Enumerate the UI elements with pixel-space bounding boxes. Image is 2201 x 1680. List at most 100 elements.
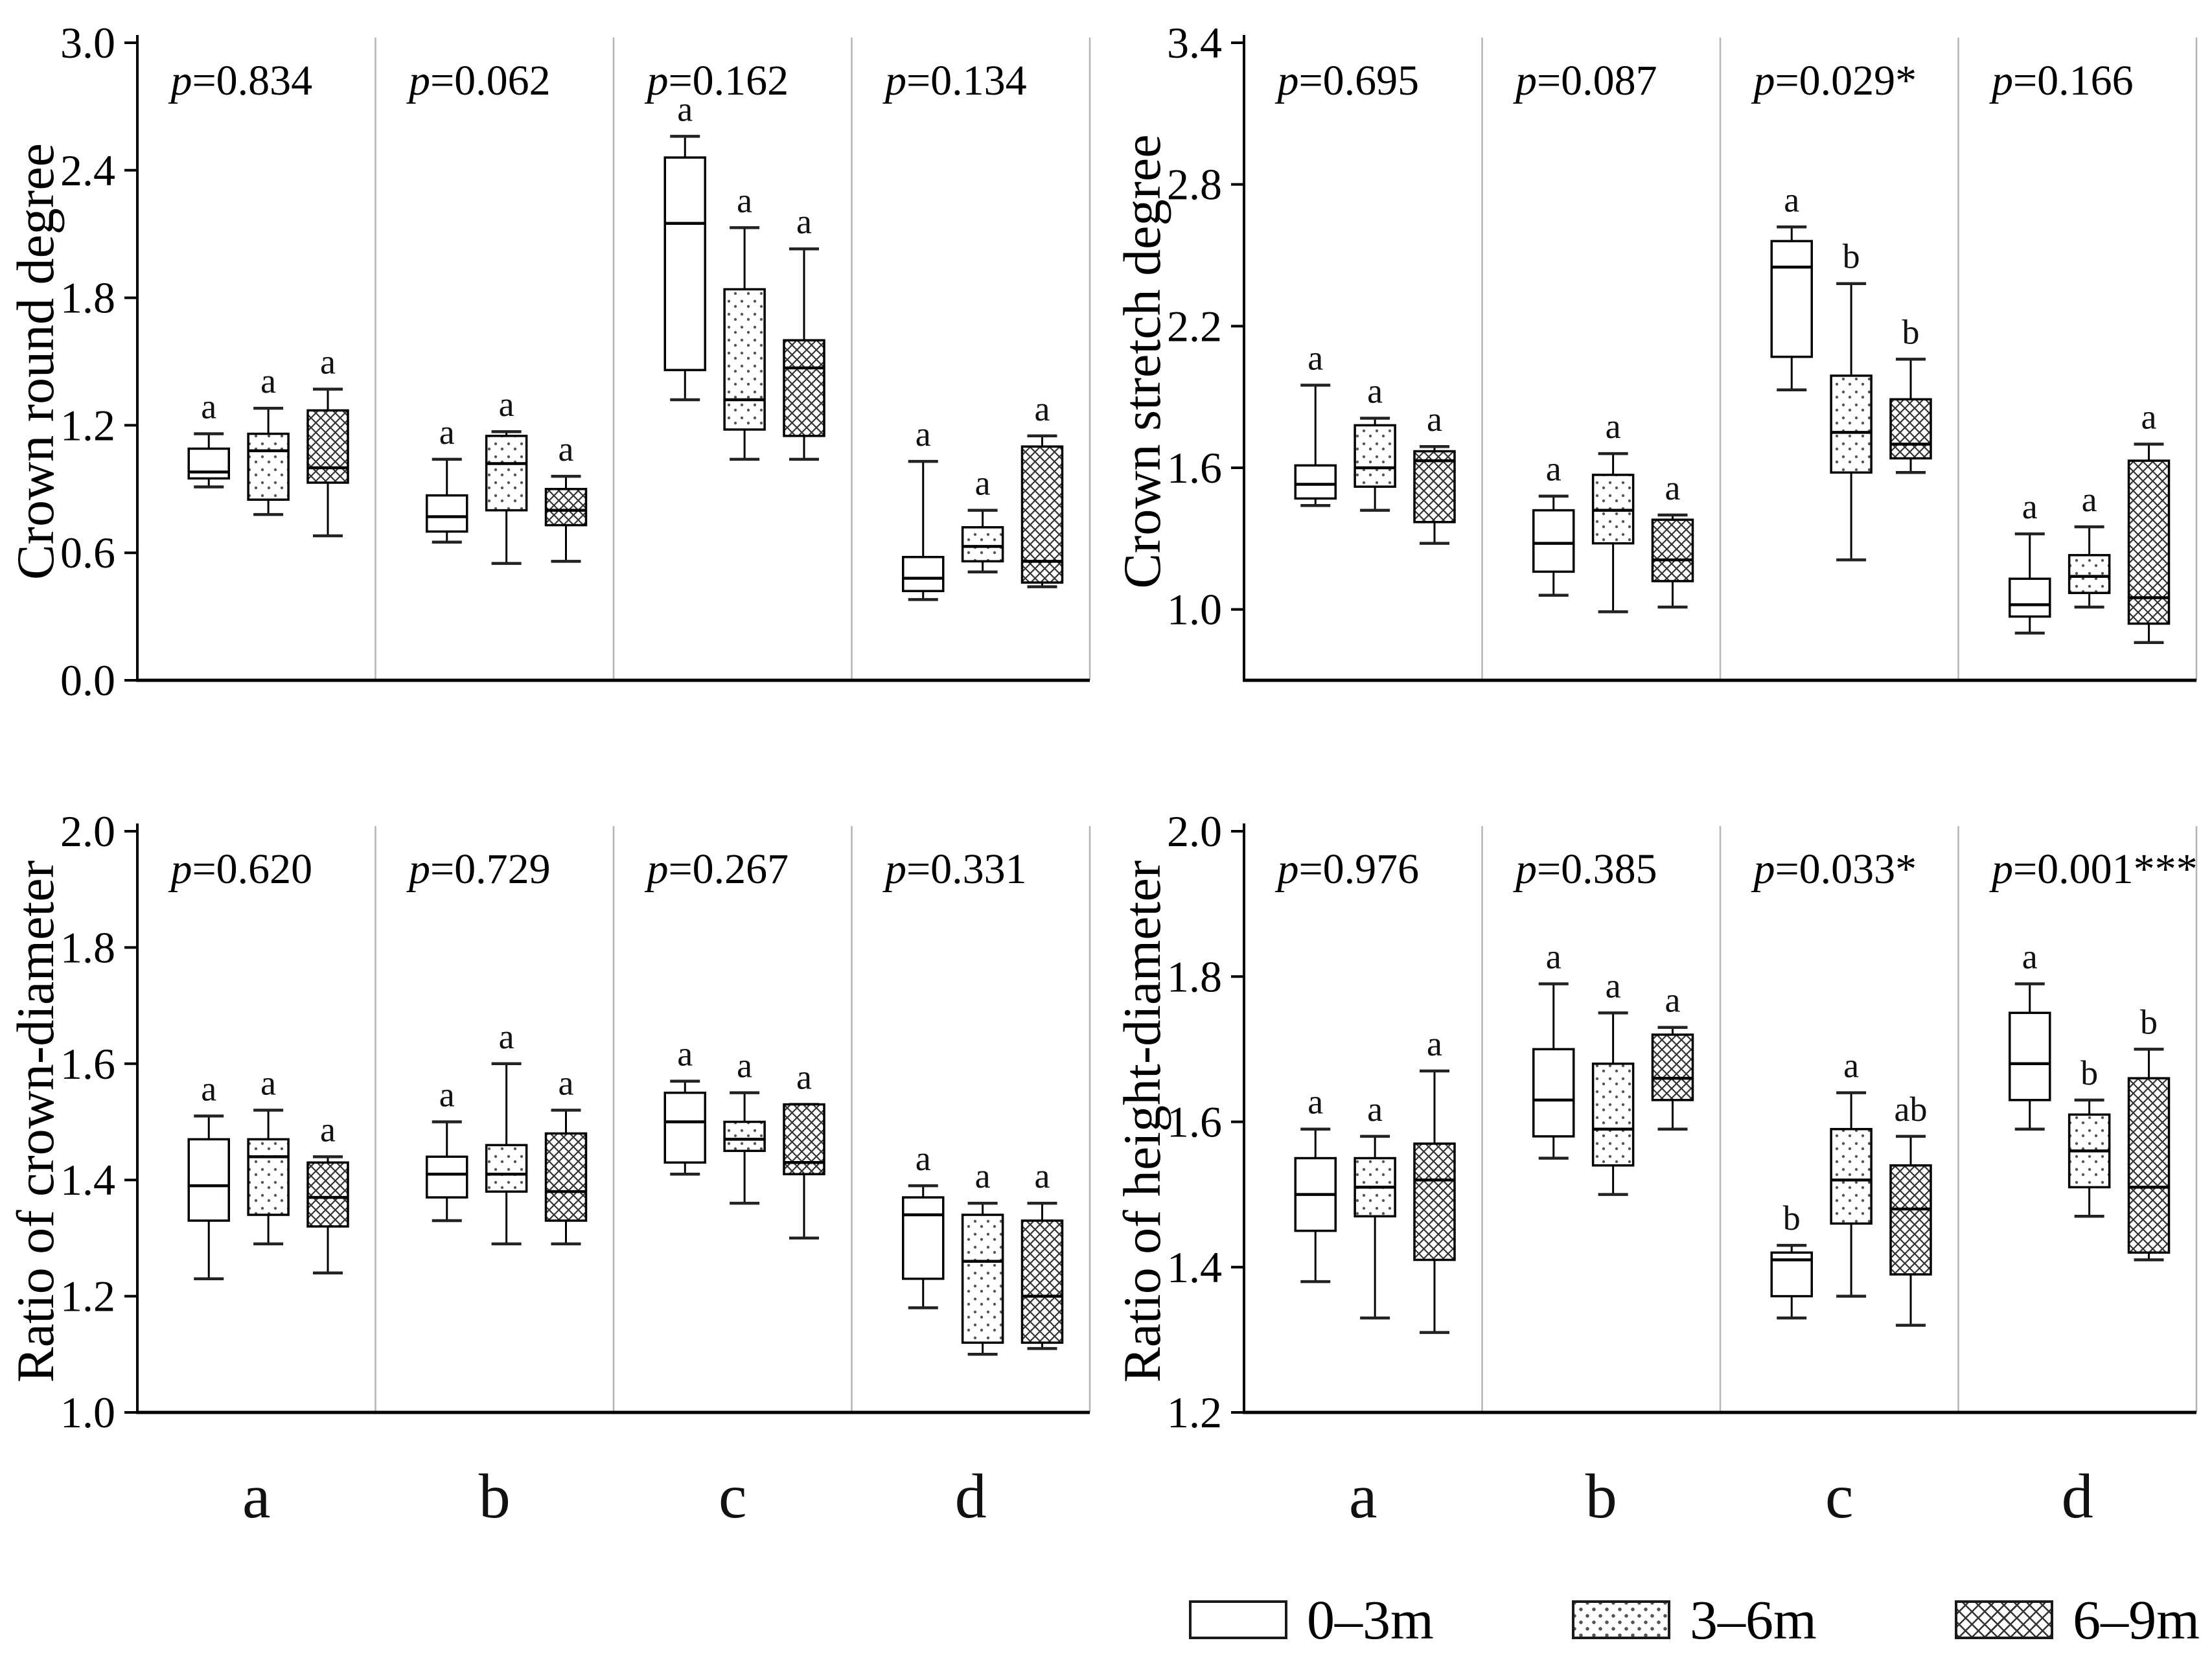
p-value-b: p=0.729	[406, 846, 551, 893]
legend-swatch-dots-icon	[1572, 1600, 1671, 1639]
sig-letter: a	[916, 1139, 931, 1178]
box-3-6m-group-c: a	[1830, 1046, 1873, 1298]
group-label-a: a	[242, 1462, 271, 1532]
box-0-3m-group-a: a	[187, 387, 230, 489]
sig-letter: ab	[1895, 1090, 1928, 1129]
box-3-6m-group-a: a	[247, 1064, 290, 1246]
y-axis-title-crown-stretch-degree: Crown stretch degree	[1112, 134, 1171, 589]
y-tick-label: 2.4	[60, 146, 115, 195]
box-0-3m-group-d: a	[902, 415, 945, 601]
legend-swatch-crosshatch-icon	[1955, 1600, 2054, 1639]
box-3-6m-group-b: a	[1591, 407, 1635, 614]
box-3-6m-group-d: b	[2068, 1053, 2111, 1218]
legend-item-6-9m: 6–9m	[1955, 1587, 2200, 1652]
box-3-6m-group-c: a	[723, 181, 766, 461]
p-value-b: p=0.385	[1513, 846, 1657, 893]
box-0-3m-group-c: a	[663, 1035, 706, 1176]
y-tick-label: 1.2	[60, 1272, 115, 1321]
sig-letter: b	[1902, 312, 1920, 351]
y-tick-label: 2.0	[60, 807, 115, 856]
box-3-6m-group-d: a	[2068, 480, 2111, 609]
box-3-6m-group-a: a	[247, 362, 290, 516]
box-0-3m-group-b: a	[1532, 450, 1575, 597]
box-6-9m-group-c: a	[783, 202, 825, 461]
box-3-6m-group-a: a	[1354, 1090, 1396, 1320]
y-tick-label: 1.0	[60, 1388, 115, 1437]
p-value-d: p=0.001***	[1989, 846, 2198, 893]
group-label-c: c	[1825, 1462, 1854, 1532]
box-0-3m-group-d: a	[902, 1139, 945, 1309]
sig-letter: a	[320, 343, 336, 382]
box-0-3m-group-b: a	[426, 1076, 468, 1223]
box-6-9m-group-d: a	[1020, 1156, 1064, 1350]
x-group-labels-left: a b c d	[137, 1455, 1090, 1539]
sig-letter: a	[320, 1110, 336, 1149]
y-tick-label: 1.8	[60, 273, 115, 323]
sig-letter: a	[2022, 937, 2038, 976]
box-6-9m-group-b: a	[1651, 468, 1694, 609]
box-0-3m-group-b: a	[426, 413, 468, 544]
panel-ratio-of-height-diameter: 2.0 1.8 1.6 1.4 1.2 p=0.976 a a a p=0.385 a a a p=0.0…	[1167, 807, 2198, 1437]
box-6-9m-group-b: a	[1651, 981, 1694, 1131]
y-tick-label: 1.6	[1167, 443, 1222, 492]
box-6-9m-group-d: a	[1020, 389, 1064, 588]
y-tick-label: 2.8	[1167, 160, 1222, 209]
box-6-9m-group-d: a	[2127, 398, 2171, 644]
box-6-9m-group-c: b	[1889, 312, 1932, 474]
group-label-c: c	[719, 1462, 747, 1532]
group-label-d: d	[2061, 1462, 2093, 1532]
y-tick-label: 1.2	[1167, 1388, 1222, 1437]
x-group-labels-right: a b c d	[1244, 1455, 2196, 1539]
legend-item-0-3m: 0–3m	[1189, 1587, 1434, 1652]
sig-letter: a	[1606, 966, 1621, 1005]
y-tick-label: 0.0	[60, 656, 115, 705]
y-tick-label: 2.2	[1167, 301, 1222, 351]
sig-letter: a	[1367, 1090, 1383, 1129]
y-tick-label: 1.6	[60, 1039, 115, 1088]
y-tick-label: 1.4	[1167, 1243, 1222, 1292]
box-6-9m-group-a: a	[306, 343, 349, 538]
box-3-6m-group-d: a	[961, 464, 1004, 573]
sig-letter: a	[559, 1064, 574, 1103]
box-0-3m-group-d: a	[2009, 487, 2051, 635]
y-tick-label: 1.0	[1167, 585, 1222, 634]
panel-ratio-of-crown-diameter: 2.0 1.8 1.6 1.4 1.2 1.0 p=0.620 a a a p=0.729 a a a p=…	[60, 807, 1091, 1437]
legend-item-3-6m: 3–6m	[1572, 1587, 1817, 1652]
sig-letter: a	[260, 1064, 276, 1103]
p-value-c: p=0.162	[644, 57, 789, 104]
sig-letter: a	[796, 202, 812, 241]
group-label-b: b	[478, 1462, 511, 1532]
p-value-a: p=0.834	[168, 57, 312, 104]
box-0-3m-group-b: a	[1532, 937, 1575, 1160]
sig-letter: a	[1427, 1024, 1442, 1063]
sig-letter: a	[737, 181, 752, 220]
box-6-9m-group-b: a	[544, 430, 588, 563]
box-6-9m-group-c: ab	[1889, 1090, 1932, 1327]
box-0-3m-group-c: a	[1770, 180, 1813, 391]
sig-letter: a	[2141, 398, 2157, 437]
p-value-c: p=0.033*	[1751, 846, 1917, 893]
sig-letter: b	[1783, 1199, 1801, 1237]
sig-letter: a	[1546, 937, 1561, 976]
group-label-a: a	[1349, 1462, 1377, 1532]
y-axis-title-ratio-crown-diameter: Ratio of crown-diameter	[6, 860, 65, 1383]
box-6-9m-group-a: a	[1413, 400, 1456, 545]
sig-letter: a	[439, 1076, 455, 1114]
sig-letter: a	[499, 385, 514, 424]
box-3-6m-group-a: a	[1354, 371, 1396, 512]
legend: 0–3m 3–6m 6–9m	[1189, 1581, 2200, 1659]
box-0-3m-group-c: b	[1770, 1199, 1813, 1320]
sig-letter: a	[201, 387, 216, 426]
sig-letter: a	[1035, 389, 1050, 428]
sig-letter: b	[2080, 1053, 2098, 1092]
sig-letter: a	[499, 1017, 514, 1056]
legend-label-0-3m: 0–3m	[1307, 1589, 1434, 1651]
p-value-b: p=0.062	[406, 57, 551, 104]
sig-letter: a	[677, 1035, 693, 1074]
y-tick-label: 1.8	[1167, 952, 1222, 1001]
box-6-9m-group-c: a	[783, 1058, 825, 1240]
y-tick-label: 1.6	[1167, 1098, 1222, 1147]
y-tick-label: 2.0	[1167, 807, 1222, 856]
